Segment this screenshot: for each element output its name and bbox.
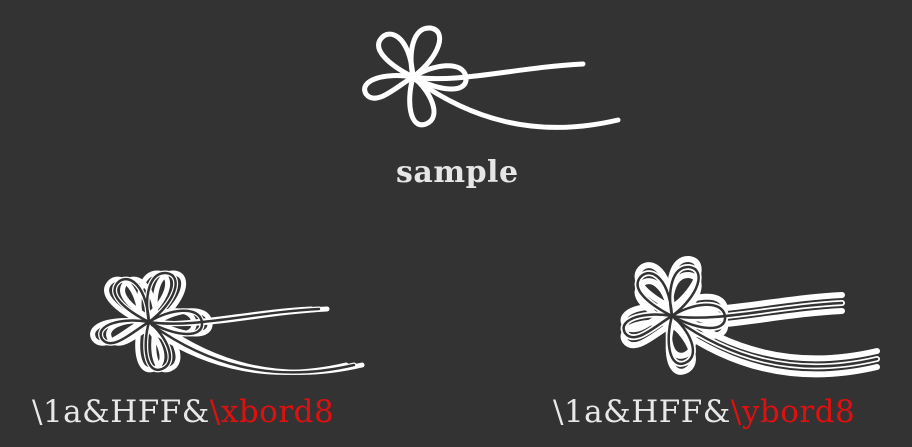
ybord-caption: \1a&HFF&\ybord8	[553, 395, 855, 429]
flower-ribbon-icon	[340, 10, 650, 160]
ybord-caption-tag: \ybord8	[730, 394, 856, 430]
ybord-caption-prefix: \1a&HFF&	[553, 394, 731, 430]
ybord-panel: \1a&HFF&\ybord8	[545, 235, 912, 445]
xbord-panel: \1a&HFF&\xbord8	[20, 245, 400, 445]
sample-panel: sample	[340, 10, 650, 210]
xbord-caption-tag: \xbord8	[209, 394, 335, 430]
xbord-caption: \1a&HFF&\xbord8	[32, 395, 334, 429]
sample-caption: sample	[396, 155, 519, 190]
flower-ribbon-ybord-icon	[545, 235, 912, 395]
flower-ribbon-xbord-icon	[20, 245, 400, 395]
xbord-caption-prefix: \1a&HFF&	[32, 394, 210, 430]
